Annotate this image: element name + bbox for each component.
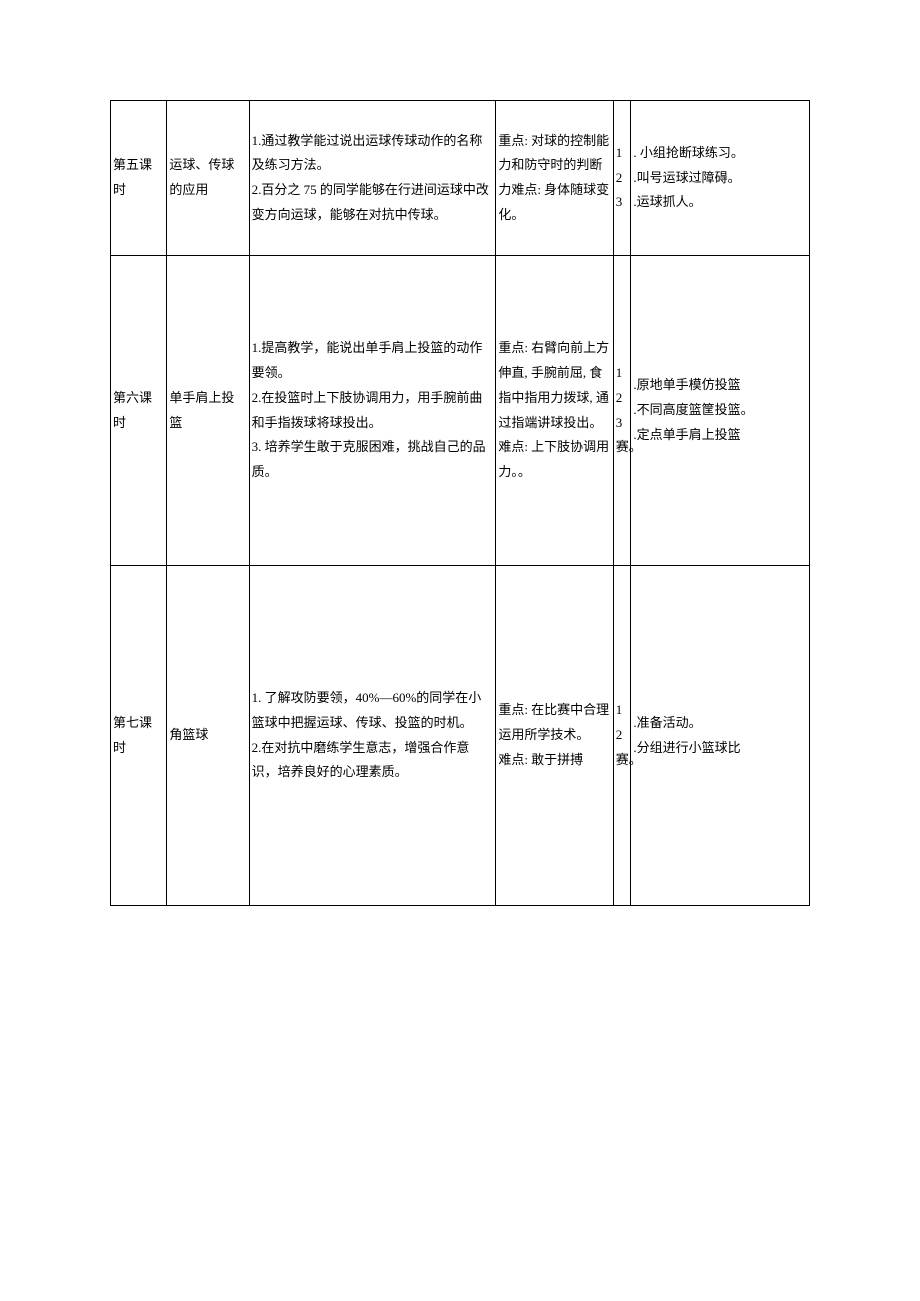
- keypoint-cell: 重点: 对球的控制能力和防守时的判断力难点: 身体随球变化。: [496, 101, 613, 256]
- method-cell: .准备活动。.分组进行小篮球比: [631, 566, 810, 906]
- table-row: 第七课时 角篮球 1. 了解攻防要领，40%—60%的同学在小篮球中把握运球、传…: [111, 566, 810, 906]
- objective-cell: 1.提高教学，能说出单手肩上投篮的动作要领。2.在投篮时上下肢协调用力，用手腕前…: [249, 256, 496, 566]
- number-cell: 12赛。: [613, 566, 631, 906]
- table-body: 第五课时 运球、传球的应用 1.通过教学能过说出运球传球动作的名称及练习方法。2…: [111, 101, 810, 906]
- keypoint-cell: 重点: 右臂向前上方伸直, 手腕前屈, 食指中指用力拨球, 通过指端讲球投出。难…: [496, 256, 613, 566]
- topic-cell: 角篮球: [167, 566, 249, 906]
- topic-cell: 运球、传球的应用: [167, 101, 249, 256]
- objective-cell: 1.通过教学能过说出运球传球动作的名称及练习方法。2.百分之 75 的同学能够在…: [249, 101, 496, 256]
- lesson-cell: 第七课时: [111, 566, 167, 906]
- number-cell: 123赛。: [613, 256, 631, 566]
- lesson-cell: 第五课时: [111, 101, 167, 256]
- table-row: 第六课时 单手肩上投篮 1.提高教学，能说出单手肩上投篮的动作要领。2.在投篮时…: [111, 256, 810, 566]
- method-cell: . 小组抢断球练习。.叫号运球过障碍。.运球抓人。: [631, 101, 810, 256]
- topic-cell: 单手肩上投篮: [167, 256, 249, 566]
- lesson-cell: 第六课时: [111, 256, 167, 566]
- number-cell: 123: [613, 101, 631, 256]
- objective-cell: 1. 了解攻防要领，40%—60%的同学在小篮球中把握运球、传球、投篮的时机。2…: [249, 566, 496, 906]
- table-row: 第五课时 运球、传球的应用 1.通过教学能过说出运球传球动作的名称及练习方法。2…: [111, 101, 810, 256]
- keypoint-cell: 重点: 在比赛中合理运用所学技术。难点: 敢于拼搏: [496, 566, 613, 906]
- lesson-plan-table: 第五课时 运球、传球的应用 1.通过教学能过说出运球传球动作的名称及练习方法。2…: [110, 100, 810, 906]
- method-cell: .原地单手模仿投篮.不同高度篮筐投篮。.定点单手肩上投篮: [631, 256, 810, 566]
